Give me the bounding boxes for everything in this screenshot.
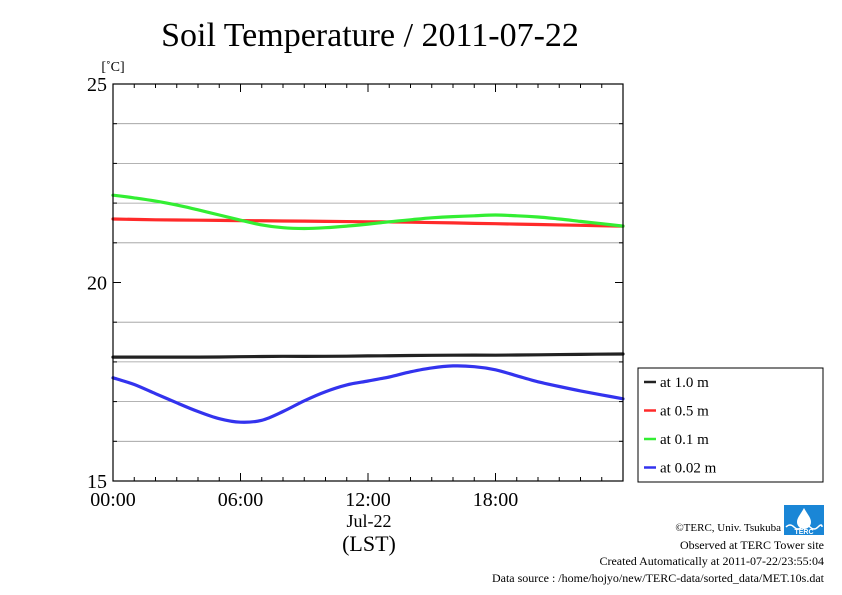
logo-text: TERC	[794, 529, 813, 536]
x-tick-label: 06:00	[218, 489, 264, 511]
data-source-text: Data source : /home/hojyo/new/TERC-data/…	[492, 571, 825, 585]
created-text: Created Automatically at 2011-07-22/23:5…	[599, 554, 824, 568]
legend-box	[637, 367, 824, 483]
x-axis-label: (LST)	[342, 531, 396, 556]
y-tick-label: 20	[87, 273, 107, 295]
plot-frame	[112, 83, 624, 482]
legend-label: at 0.1 m	[660, 432, 709, 448]
legend: at 1.0 m at 0.5 m at 0.1 m at 0.02 m	[637, 367, 824, 483]
wave-icon	[785, 524, 823, 530]
legend-label: at 0.02 m	[660, 461, 717, 477]
legend-label: at 1.0 m	[660, 375, 709, 391]
series-line-2	[111, 217, 625, 228]
series-line-1	[111, 352, 625, 359]
copyright-text: ©TERC, Univ. Tsukuba	[675, 522, 781, 534]
x-axis-ticks: 00:00 06:00 12:00 18:00	[90, 84, 624, 511]
series-line-4	[111, 364, 625, 424]
x-axis-date-label: Jul-22	[347, 511, 392, 531]
chart-title: Soil Temperature / 2011-07-22	[161, 17, 579, 54]
series-line-3	[111, 193, 625, 231]
legend-items: at 1.0 m at 0.5 m at 0.1 m at 0.02 m	[644, 375, 717, 477]
legend-label: at 0.5 m	[660, 404, 709, 420]
y-tick-label: 25	[87, 74, 107, 96]
y-axis-ticks: 15 20 25	[87, 74, 623, 493]
x-tick-label: 00:00	[90, 489, 136, 511]
x-tick-label: 12:00	[345, 489, 391, 511]
water-drop-icon	[797, 508, 811, 529]
y-tick-label: 15	[87, 471, 107, 493]
observed-text: Observed at TERC Tower site	[680, 538, 824, 552]
grid-lines	[113, 123, 623, 442]
y-axis-unit-label: [˚C]	[101, 60, 124, 75]
terc-logo: TERC	[784, 505, 824, 536]
x-tick-label: 18:00	[473, 489, 519, 511]
series-lines	[111, 193, 625, 424]
